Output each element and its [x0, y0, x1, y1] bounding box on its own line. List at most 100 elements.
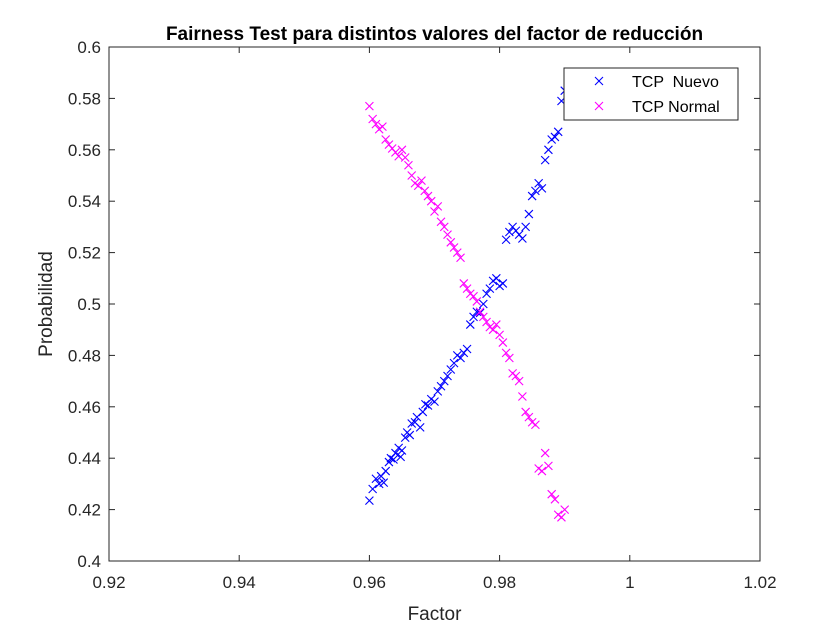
data-point [446, 237, 456, 247]
data-point [501, 235, 511, 245]
data-point [417, 176, 426, 186]
data-point [443, 371, 452, 381]
legend-item-0: TCP Nuevo [594, 74, 719, 91]
y-tick-label: 0.56 [68, 141, 101, 160]
data-point [433, 201, 443, 211]
data-point [504, 353, 514, 363]
series-1 [365, 101, 570, 522]
data-point [436, 381, 446, 391]
data-point [511, 371, 521, 381]
legend-label: TCP Nuevo [632, 74, 719, 91]
data-point [420, 186, 430, 196]
data-point [365, 496, 374, 505]
data-point [413, 181, 423, 191]
data-point [547, 489, 557, 499]
x-tick-label: 0.98 [483, 573, 516, 592]
legend-item-1: TCP Normal [594, 99, 720, 116]
data-point [560, 505, 570, 514]
data-point [415, 422, 425, 432]
data-point [544, 145, 553, 155]
data-point [418, 407, 428, 417]
data-point [446, 365, 456, 374]
y-tick-label: 0.6 [77, 38, 101, 57]
x-axis-label: Factor [408, 604, 463, 625]
y-tick-label: 0.58 [68, 89, 101, 108]
data-point [439, 222, 449, 232]
data-point [553, 127, 563, 137]
data-point [405, 430, 415, 440]
data-point [407, 171, 417, 180]
data-point [443, 230, 452, 239]
points-layer [365, 86, 570, 522]
data-point [550, 494, 560, 504]
data-point [426, 196, 436, 206]
data-point [368, 484, 378, 494]
y-tick-label: 0.44 [68, 449, 101, 468]
data-point [430, 207, 439, 216]
data-point [478, 312, 488, 322]
y-tick-label: 0.46 [68, 398, 101, 417]
data-point [462, 284, 472, 293]
data-point [404, 160, 413, 170]
data-point [423, 191, 433, 201]
x-tick-label: 1 [625, 573, 634, 592]
data-point [465, 320, 475, 329]
data-point [469, 312, 478, 322]
data-point [521, 407, 531, 417]
data-point [501, 348, 511, 358]
y-tick-label: 0.42 [68, 501, 101, 520]
data-point [459, 279, 469, 288]
data-point [498, 279, 508, 288]
data-point [449, 358, 459, 368]
data-point [400, 153, 410, 162]
data-point [498, 338, 508, 347]
data-point [521, 222, 531, 232]
data-point [452, 248, 462, 257]
x-axis: 0.92 0.94 0.96 0.98 1 1.02 [92, 47, 777, 592]
data-point [423, 401, 433, 410]
data-point [534, 178, 544, 188]
data-point [531, 186, 540, 196]
data-point [540, 448, 550, 458]
data-point [550, 132, 560, 142]
series-0 [365, 86, 570, 505]
data-point [371, 474, 381, 484]
data-point [456, 353, 465, 363]
data-point [472, 297, 482, 306]
data-point [517, 234, 527, 243]
x-tick-label: 1.02 [743, 573, 776, 592]
data-point [537, 466, 547, 476]
legend-marker [594, 76, 604, 86]
data-point [436, 217, 446, 227]
y-tick-label: 0.4 [77, 552, 101, 571]
plot-area [109, 47, 760, 561]
data-point [379, 478, 389, 488]
y-tick-label: 0.54 [68, 192, 101, 211]
data-point [371, 119, 381, 129]
data-point [485, 284, 495, 293]
legend-marker [594, 101, 604, 111]
data-point [381, 135, 391, 144]
data-point [469, 291, 478, 301]
data-point [557, 512, 566, 522]
data-point [400, 433, 410, 443]
data-point [389, 455, 398, 464]
data-point [524, 412, 534, 422]
data-point [488, 325, 498, 335]
legend-box [563, 67, 739, 121]
data-point [368, 114, 378, 124]
data-point [524, 209, 534, 219]
data-point [482, 317, 491, 327]
data-point [456, 253, 465, 263]
x-tick-label: 0.96 [353, 573, 386, 592]
data-point [397, 446, 407, 455]
y-tick-label: 0.52 [68, 244, 101, 263]
data-point [433, 386, 443, 396]
data-point [491, 273, 501, 283]
data-point [407, 419, 417, 428]
x-tick-label: 0.92 [92, 573, 125, 592]
data-point [378, 122, 387, 132]
data-point [478, 299, 488, 309]
chart-title: Fairness Test para distintos valores del… [166, 24, 703, 45]
